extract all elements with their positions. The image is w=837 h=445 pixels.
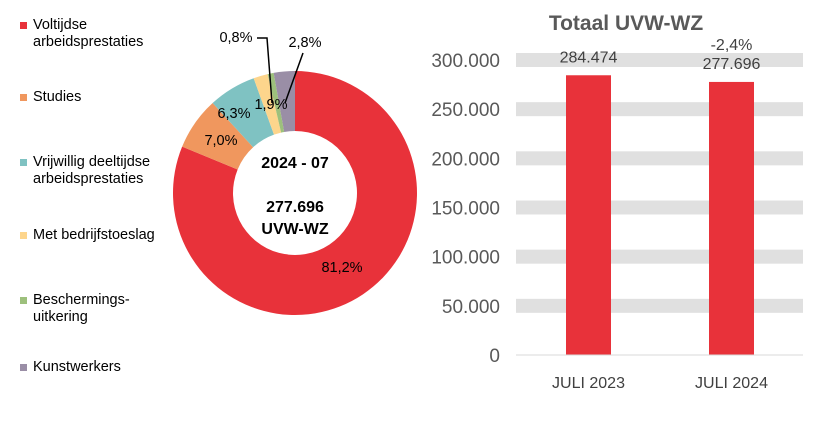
y-tick-label: 0	[489, 346, 500, 367]
legend-label: Studies	[33, 89, 82, 105]
change-annotation: -2,4%	[711, 37, 753, 54]
gridline	[516, 249, 803, 264]
gridline	[516, 53, 803, 67]
bar-chart-title: Totaal UVW-WZ	[549, 12, 704, 35]
legend-label: Kunstwerkers	[33, 359, 121, 375]
legend-item: Kunstwerkers	[20, 359, 121, 376]
donut-slice	[172, 71, 417, 315]
legend-label: Vrijwillig deeltijdse arbeidsprestaties	[33, 154, 151, 187]
legend-item: Met bedrijfstoeslag	[20, 227, 155, 244]
legend-swatch	[20, 297, 27, 304]
donut-slice	[273, 71, 295, 132]
x-tick-label: JULI 2023	[552, 375, 625, 392]
bar-value-label: 284.474	[560, 49, 618, 66]
y-tick-label: 150.000	[431, 199, 500, 220]
gridline	[516, 151, 803, 166]
legend-swatch	[20, 159, 27, 166]
y-tick-label: 300.000	[431, 51, 500, 72]
y-tick-label: 200.000	[431, 149, 500, 170]
donut-slice	[212, 78, 274, 148]
slice-label: 2,8%	[288, 35, 321, 51]
gridline	[516, 102, 803, 117]
donut-slice	[267, 72, 285, 133]
donut-slice	[182, 103, 254, 170]
legend-swatch	[20, 364, 27, 371]
x-tick-label: JULI 2024	[695, 375, 768, 392]
slice-label: 81,2%	[321, 260, 362, 276]
legend-label: Beschermings- uitkering	[33, 292, 130, 325]
bar	[566, 75, 611, 355]
legend-item: Vrijwillig deeltijdse arbeidsprestaties	[20, 154, 150, 188]
legend-item: Beschermings- uitkering	[20, 292, 130, 326]
center-unit: UVW-WZ	[261, 221, 328, 238]
leader-line	[284, 52, 304, 104]
center-total: 277.696	[266, 199, 324, 216]
legend-swatch	[20, 232, 27, 239]
gridline	[516, 200, 803, 215]
gridline	[516, 298, 803, 313]
legend-item: Voltijdse arbeidsprestaties	[20, 17, 143, 51]
slice-label: 1,9%	[254, 97, 287, 113]
slice-label: 7,0%	[204, 133, 237, 149]
y-tick-label: 50.000	[442, 297, 500, 318]
legend-swatch	[20, 22, 27, 29]
leader-line	[257, 37, 273, 104]
bar-value-label: 277.696	[703, 56, 761, 73]
legend-label: Met bedrijfstoeslag	[33, 227, 155, 243]
y-tick-label: 100.000	[431, 248, 500, 269]
center-period: 2024 - 07	[261, 155, 329, 172]
slice-label: 6,3%	[217, 106, 250, 122]
y-tick-label: 250.000	[431, 100, 500, 121]
bar	[709, 81, 754, 356]
legend-swatch	[20, 94, 27, 101]
slice-label: 0,8%	[219, 30, 252, 46]
donut-slice	[253, 74, 282, 135]
legend-label: Voltijdse arbeidsprestaties	[33, 17, 144, 50]
legend-item: Studies	[20, 89, 81, 106]
